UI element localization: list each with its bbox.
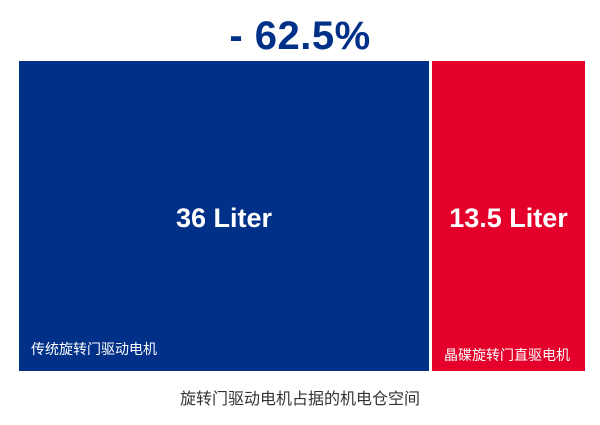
chart-caption: 旋转门驱动电机占据的机电仓空间 <box>179 389 420 408</box>
bar-label-direct-drive: 晶碟旋转门直驱电机 <box>444 348 570 364</box>
bar-direct-drive-motor: 13.5 Liter 晶碟旋转门直驱电机 <box>432 61 585 371</box>
bar-traditional-motor: 36 Liter 传统旋转门驱动电机 <box>19 61 429 371</box>
bar-value-direct-drive: 13.5 Liter <box>449 203 568 233</box>
bar-value-traditional: 36 Liter <box>175 203 273 233</box>
bar-label-traditional: 传统旋转门驱动电机 <box>31 342 157 358</box>
reduction-headline: - 62.5% <box>229 14 371 58</box>
